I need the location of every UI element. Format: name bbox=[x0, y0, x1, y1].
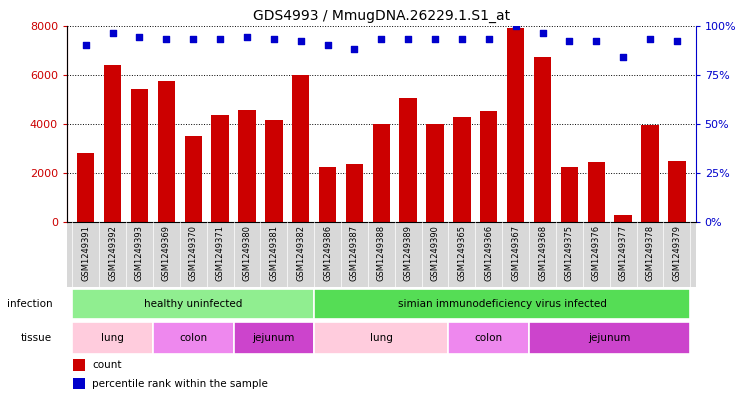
Text: GSM1249380: GSM1249380 bbox=[243, 225, 251, 281]
Text: tissue: tissue bbox=[21, 333, 52, 343]
Bar bbox=[426, 124, 443, 222]
Point bbox=[241, 34, 253, 40]
Text: GSM1249370: GSM1249370 bbox=[189, 225, 198, 281]
Text: GSM1249393: GSM1249393 bbox=[135, 225, 144, 281]
Point bbox=[590, 38, 602, 44]
Point bbox=[321, 42, 333, 48]
Point bbox=[187, 36, 199, 42]
Text: GSM1249389: GSM1249389 bbox=[404, 225, 413, 281]
Bar bbox=[185, 136, 202, 222]
Text: GSM1249367: GSM1249367 bbox=[511, 225, 520, 281]
Bar bbox=[314, 322, 449, 354]
Text: lung: lung bbox=[370, 333, 393, 343]
Point bbox=[106, 30, 118, 37]
Text: GSM1249377: GSM1249377 bbox=[618, 225, 628, 281]
Bar bbox=[346, 164, 363, 222]
Text: GSM1249371: GSM1249371 bbox=[216, 225, 225, 281]
Bar bbox=[319, 167, 336, 222]
Point bbox=[214, 36, 226, 42]
Text: GSM1249391: GSM1249391 bbox=[81, 225, 90, 281]
Bar bbox=[668, 161, 685, 222]
Point bbox=[80, 42, 92, 48]
Point bbox=[483, 36, 495, 42]
Bar bbox=[533, 57, 551, 222]
Bar bbox=[234, 322, 314, 354]
Bar bbox=[73, 378, 85, 389]
Text: colon: colon bbox=[475, 333, 503, 343]
Text: GSM1249369: GSM1249369 bbox=[162, 225, 171, 281]
Point bbox=[268, 36, 280, 42]
Text: GSM1249382: GSM1249382 bbox=[296, 225, 305, 281]
Text: GSM1249375: GSM1249375 bbox=[565, 225, 574, 281]
Point bbox=[617, 54, 629, 60]
Point bbox=[403, 36, 414, 42]
Bar bbox=[529, 322, 690, 354]
Text: GSM1249365: GSM1249365 bbox=[458, 225, 466, 281]
Bar bbox=[72, 288, 314, 319]
Text: count: count bbox=[92, 360, 121, 370]
Point bbox=[536, 30, 548, 37]
Bar bbox=[480, 111, 498, 222]
Text: GSM1249392: GSM1249392 bbox=[108, 225, 117, 281]
Text: GSM1249390: GSM1249390 bbox=[431, 225, 440, 281]
Bar bbox=[449, 322, 529, 354]
Text: colon: colon bbox=[179, 333, 208, 343]
Text: jejunum: jejunum bbox=[589, 333, 631, 343]
Text: percentile rank within the sample: percentile rank within the sample bbox=[92, 379, 268, 389]
Bar bbox=[131, 89, 148, 222]
Bar bbox=[104, 65, 121, 222]
Bar bbox=[314, 288, 690, 319]
Bar bbox=[211, 115, 229, 222]
Bar bbox=[77, 153, 94, 222]
Bar bbox=[265, 120, 283, 222]
Text: simian immunodeficiency virus infected: simian immunodeficiency virus infected bbox=[398, 299, 606, 309]
Point bbox=[563, 38, 575, 44]
Point bbox=[295, 38, 307, 44]
Bar bbox=[615, 215, 632, 222]
Bar bbox=[238, 110, 256, 222]
Text: infection: infection bbox=[7, 299, 52, 309]
Title: GDS4993 / MmugDNA.26229.1.S1_at: GDS4993 / MmugDNA.26229.1.S1_at bbox=[253, 9, 510, 23]
Bar bbox=[561, 167, 578, 222]
Bar bbox=[373, 124, 390, 222]
Point bbox=[348, 46, 360, 52]
Text: GSM1249368: GSM1249368 bbox=[538, 225, 547, 281]
Point bbox=[671, 38, 683, 44]
Bar bbox=[507, 28, 525, 222]
Text: healthy uninfected: healthy uninfected bbox=[144, 299, 243, 309]
Bar bbox=[641, 125, 658, 222]
Bar bbox=[400, 98, 417, 222]
Point bbox=[456, 36, 468, 42]
Point bbox=[133, 34, 145, 40]
Text: GSM1249366: GSM1249366 bbox=[484, 225, 493, 281]
Text: lung: lung bbox=[101, 333, 124, 343]
Point bbox=[161, 36, 173, 42]
Bar bbox=[588, 162, 605, 222]
Bar bbox=[453, 117, 471, 222]
Text: GSM1249388: GSM1249388 bbox=[376, 225, 386, 281]
Text: GSM1249379: GSM1249379 bbox=[673, 225, 682, 281]
Bar bbox=[153, 322, 234, 354]
Point bbox=[510, 22, 522, 29]
Bar bbox=[158, 81, 175, 222]
Point bbox=[375, 36, 387, 42]
Text: GSM1249386: GSM1249386 bbox=[323, 225, 332, 281]
Bar bbox=[292, 75, 310, 222]
Text: GSM1249387: GSM1249387 bbox=[350, 225, 359, 281]
Point bbox=[644, 36, 656, 42]
Text: GSM1249381: GSM1249381 bbox=[269, 225, 278, 281]
Bar bbox=[73, 359, 85, 371]
Bar bbox=[72, 322, 153, 354]
Text: jejunum: jejunum bbox=[253, 333, 295, 343]
Point bbox=[429, 36, 441, 42]
Text: GSM1249378: GSM1249378 bbox=[646, 225, 655, 281]
Text: GSM1249376: GSM1249376 bbox=[591, 225, 600, 281]
